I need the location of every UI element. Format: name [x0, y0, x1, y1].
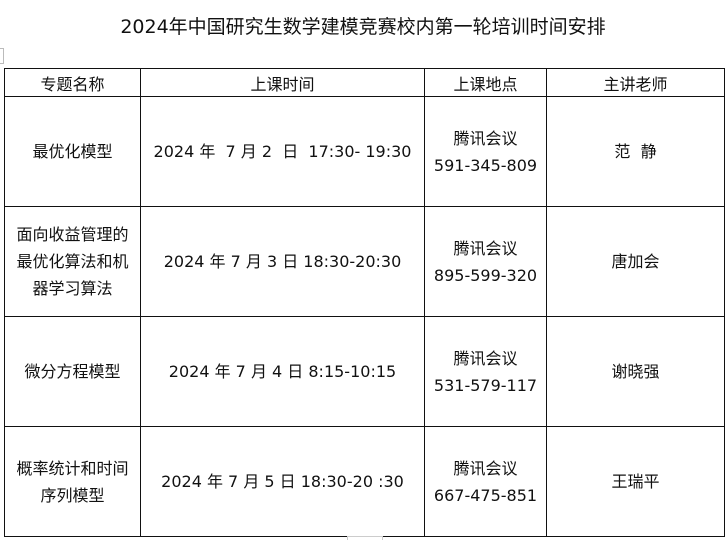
table-header-row: 专题名称 上课时间 上课地点 主讲老师 [4, 68, 725, 97]
table-row: 面向收益管理的最优化算法和机器学习算法 2024 年 7 月 3 日 18:30… [4, 206, 725, 317]
platform-name: 腾讯会议 [453, 458, 518, 478]
table-row: 最优化模型 2024 年 7 月 2 日 17:30- 19:30 腾讯会议 59… [4, 96, 725, 207]
platform-name: 腾讯会议 [453, 128, 518, 148]
time-cell: 2024 年 7 月 3 日 18:30-20:30 [140, 206, 425, 317]
topic-cell: 面向收益管理的最优化算法和机器学习算法 [4, 206, 141, 317]
topic-cell: 微分方程模型 [4, 316, 141, 427]
table-row: 微分方程模型 2024 年 7 月 4 日 8:15-10:15 腾讯会议 531… [4, 316, 725, 427]
page-edge-marker [347, 536, 383, 540]
table-row: 概率统计和时间序列模型 2024 年 7 月 5 日 18:30-20 :30 … [4, 426, 725, 537]
meeting-id: 895-599-320 [433, 265, 538, 285]
schedule-table: 专题名称 上课时间 上课地点 主讲老师 最优化模型 2024 年 7 月 2 日… [4, 68, 725, 537]
time-cell: 2024 年 7 月 5 日 18:30-20 :30 [140, 426, 425, 537]
platform-name: 腾讯会议 [453, 238, 518, 258]
teacher-cell: 王瑞平 [546, 426, 725, 537]
meeting-id: 591-345-809 [433, 155, 538, 175]
teacher-cell: 唐加会 [546, 206, 725, 317]
meeting-id: 531-579-117 [433, 375, 538, 395]
time-cell: 2024 年 7 月 4 日 8:15-10:15 [140, 316, 425, 427]
meeting-id: 667-475-851 [433, 485, 538, 505]
location-cell: 腾讯会议 591-345-809 [424, 96, 547, 207]
time-cell: 2024 年 7 月 2 日 17:30- 19:30 [140, 96, 425, 207]
teacher-cell: 范 静 [546, 96, 725, 207]
platform-name: 腾讯会议 [453, 348, 518, 368]
header-time: 上课时间 [140, 68, 425, 97]
table-move-handle[interactable] [0, 48, 4, 64]
topic-cell: 概率统计和时间序列模型 [4, 426, 141, 537]
topic-cell: 最优化模型 [4, 96, 141, 207]
location-cell: 腾讯会议 531-579-117 [424, 316, 547, 427]
location-cell: 腾讯会议 895-599-320 [424, 206, 547, 317]
header-teacher: 主讲老师 [546, 68, 725, 97]
teacher-cell: 谢晓强 [546, 316, 725, 427]
location-cell: 腾讯会议 667-475-851 [424, 426, 547, 537]
header-location: 上课地点 [424, 68, 547, 97]
document-title: 2024年中国研究生数学建模竞赛校内第一轮培训时间安排 [120, 16, 606, 38]
header-topic: 专题名称 [4, 68, 141, 97]
